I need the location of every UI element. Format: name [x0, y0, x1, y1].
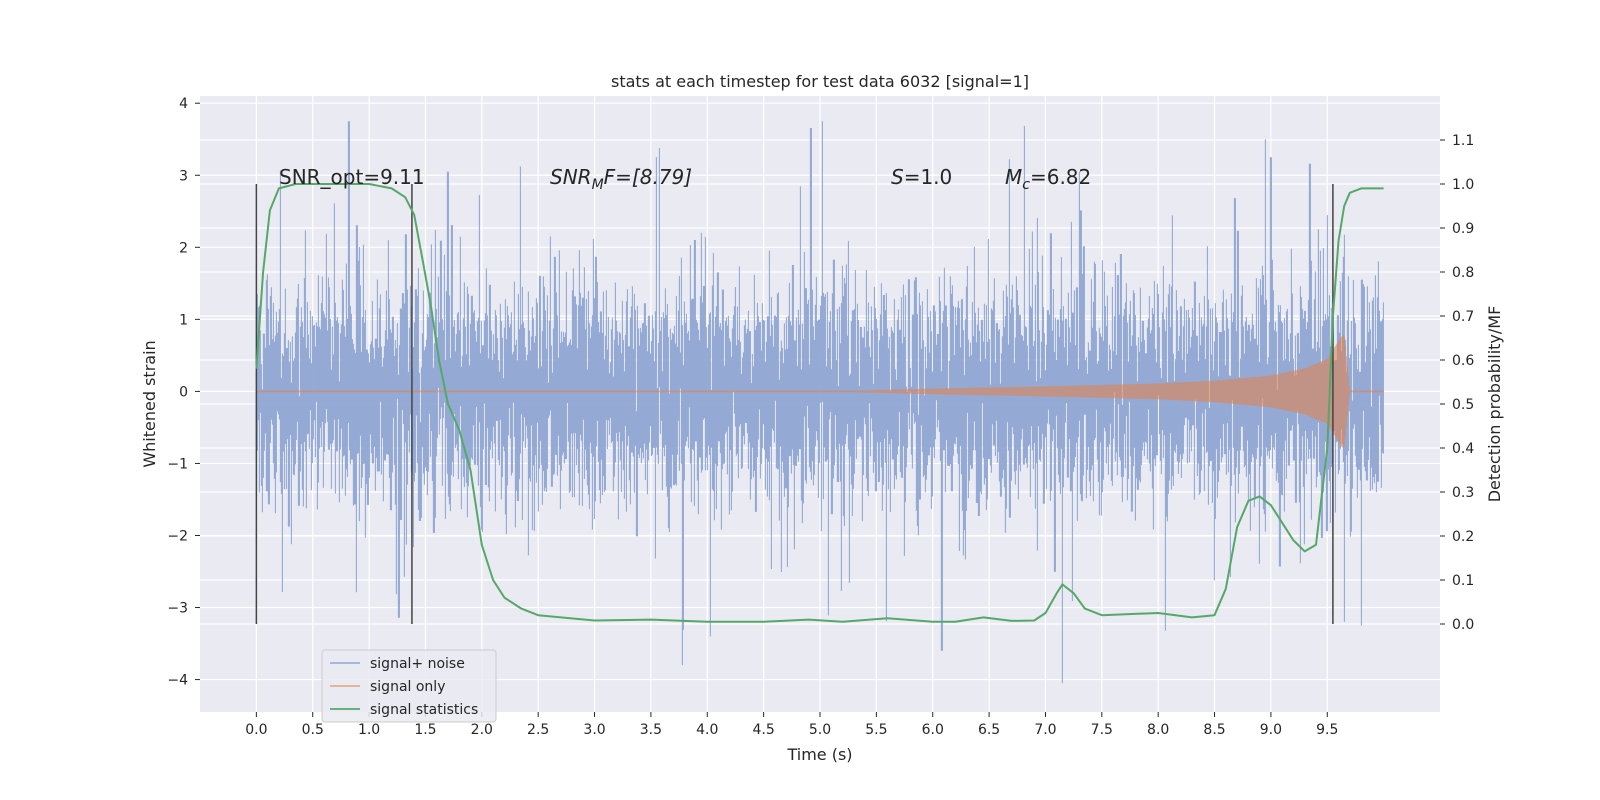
mc-sub: c — [1022, 177, 1030, 193]
y-right-tick-label: 0.0 — [1452, 617, 1474, 633]
y-right-tick-label: 0.5 — [1452, 397, 1474, 413]
y-tick-label: −2 — [167, 528, 188, 544]
x-tick-label: 7.0 — [1034, 722, 1056, 738]
x-tick-label: 3.5 — [640, 722, 662, 738]
y-right-tick-label: 0.4 — [1452, 441, 1474, 457]
x-tick-label: 2.5 — [527, 722, 549, 738]
chart-title: stats at each timestep for test data 603… — [611, 72, 1029, 91]
mc-value: =6.82 — [1030, 165, 1091, 189]
x-tick-label: 5.0 — [809, 722, 831, 738]
legend-label-signal-statistics: signal statistics — [370, 702, 478, 718]
s-annotation: S=1.0 — [891, 165, 952, 189]
mc-italic: M — [1005, 165, 1022, 189]
legend-label-signal-only: signal only — [370, 679, 445, 695]
s-value: =1.0 — [904, 165, 953, 189]
x-tick-label: 0.5 — [302, 722, 324, 738]
x-tick-label: 9.0 — [1260, 722, 1282, 738]
x-tick-label: 2.0 — [471, 722, 493, 738]
y-tick-label: 2 — [179, 240, 188, 256]
y-right-tick-label: 0.7 — [1452, 309, 1474, 325]
y-tick-label: −4 — [167, 673, 188, 689]
s-italic: S — [891, 165, 904, 189]
y-right-tick-label: 0.3 — [1452, 485, 1474, 501]
legend: signal+ noise signal only signal statist… — [321, 649, 497, 723]
y-tick-label: −1 — [167, 456, 188, 472]
x-tick-label: 8.5 — [1203, 722, 1225, 738]
y-right-tick-label: 0.8 — [1452, 265, 1474, 281]
x-tick-label: 9.5 — [1316, 722, 1338, 738]
y-right-tick-label: 0.1 — [1452, 573, 1474, 589]
legend-box — [321, 649, 497, 723]
x-tick-label: 8.0 — [1147, 722, 1169, 738]
y-right-axis-label: Detection probability/MF — [1485, 306, 1504, 503]
series-signal-statistics-line — [255, 183, 1384, 623]
x-tick-label: 7.5 — [1091, 722, 1113, 738]
y-tick-label: 3 — [179, 168, 188, 184]
x-tick-label: 6.5 — [978, 722, 1000, 738]
y-right-tick-label: 1.0 — [1452, 177, 1474, 193]
snr-mf-annotation: SNRMF=[8.79] — [550, 165, 692, 193]
y-tick-label: −3 — [167, 601, 188, 617]
snr-opt-annotation: SNR_opt=9.11 — [279, 165, 425, 189]
y-right-tick-label: 0.9 — [1452, 221, 1474, 237]
x-tick-label: 5.5 — [865, 722, 887, 738]
y-axis-ticks: 4 3 2 1 0 −1 −2 −3 −4 — [167, 96, 200, 689]
x-axis-ticks: 0.0 0.5 1.0 1.5 2.0 2.5 3.0 3.5 4.0 4.5 5.0 5.5 6.0 6… — [245, 712, 1338, 738]
data-layer — [255, 121, 1384, 684]
snr-mf-f: F=[8.79] — [604, 165, 692, 189]
annotations: SNR_opt=9.11 SNRMF=[8.79] S=1.0 Mc=6.82 — [279, 165, 1091, 193]
x-tick-label: 1.5 — [414, 722, 436, 738]
x-axis-label: Time (s) — [786, 745, 852, 764]
x-tick-label: 1.0 — [358, 722, 380, 738]
legend-label-signal-noise: signal+ noise — [370, 656, 465, 672]
x-tick-label: 4.5 — [753, 722, 775, 738]
y-tick-label: 0 — [179, 384, 188, 400]
x-tick-label: 3.0 — [583, 722, 605, 738]
y-right-tick-label: 0.6 — [1452, 353, 1474, 369]
snr-mf-sub: M — [592, 177, 604, 193]
y-tick-label: 1 — [179, 312, 188, 328]
mc-annotation: Mc=6.82 — [1005, 165, 1091, 193]
x-tick-label: 4.0 — [696, 722, 718, 738]
y-tick-label: 4 — [179, 96, 188, 112]
snr-mf-base: SNR — [550, 165, 592, 189]
y-right-tick-label: 0.2 — [1452, 529, 1474, 545]
x-tick-label: 6.0 — [922, 722, 944, 738]
y-right-tick-label: 1.1 — [1452, 133, 1474, 149]
x-tick-label: 0.0 — [245, 722, 267, 738]
y-right-axis-ticks: 1.1 1.0 0.9 0.8 0.7 0.6 0.5 0.4 0.3 0.2 0.1 0.0 — [1440, 133, 1474, 633]
y-axis-label: Whitened strain — [140, 340, 159, 467]
